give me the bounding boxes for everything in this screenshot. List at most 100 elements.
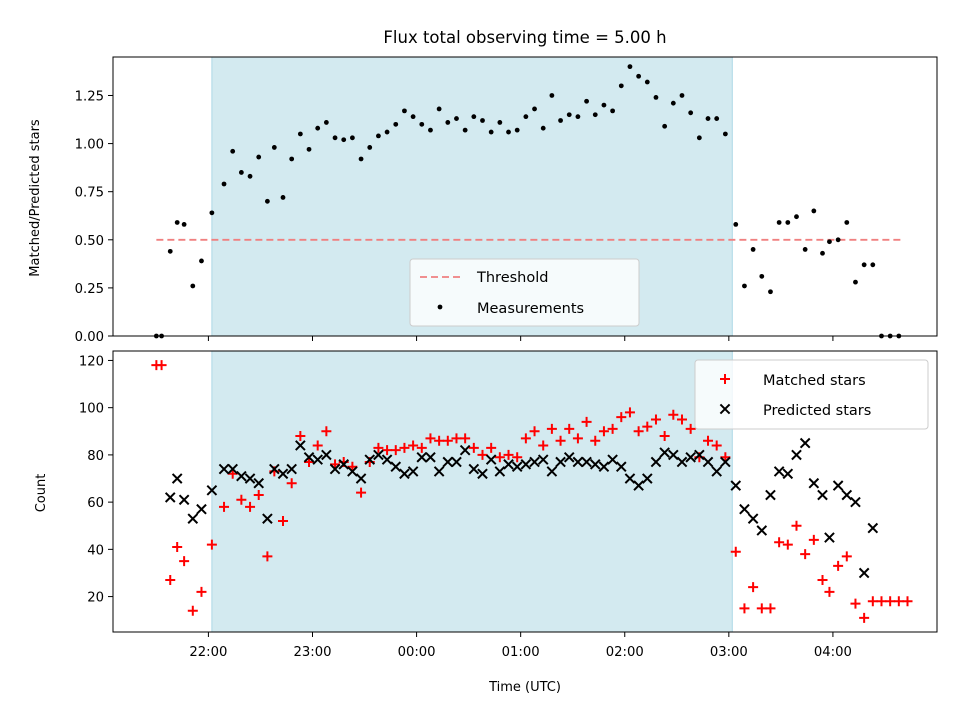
y-tick-label: 80 [87, 449, 104, 464]
measurement-point [696, 135, 702, 141]
measurement-point [759, 273, 765, 279]
predicted-star-point [633, 480, 644, 491]
predicted-star-point [196, 503, 207, 515]
matched-star-point [512, 452, 523, 463]
measurement-point [436, 106, 442, 112]
measurement-point [402, 108, 407, 114]
measurement-point [523, 114, 529, 120]
measurement-point [861, 262, 867, 268]
y-tick-label: 1.25 [75, 89, 104, 104]
predicted-star-point [773, 466, 785, 477]
predicted-star-point [624, 473, 636, 484]
matched-star-point [477, 449, 488, 460]
predicted-star-point [244, 473, 256, 484]
chart-title: Flux total observing time = 5.00 h [383, 28, 666, 47]
measurement-point [722, 131, 728, 137]
predicted-star-point [269, 463, 280, 475]
measurement-point [618, 83, 624, 89]
predicted-star-point [286, 463, 297, 475]
matched-star-point [841, 551, 852, 562]
measurement-point [776, 220, 782, 225]
predicted-star-point [858, 567, 870, 579]
matched-star-point [172, 541, 183, 552]
predicted-star-point [381, 454, 393, 465]
measurement-point [190, 283, 196, 289]
predicted-star-point [303, 451, 315, 463]
matched-star-point [546, 423, 557, 434]
predicted-star-point [503, 459, 514, 470]
predicted-star-point [171, 473, 183, 484]
measurement-point [820, 250, 825, 256]
matched-star-point [295, 431, 306, 442]
matched-star-point [312, 440, 323, 451]
measurement-point [549, 93, 555, 98]
predicted-star-point [782, 468, 794, 480]
measurement-point [376, 133, 381, 139]
predicted-star-point [399, 468, 410, 480]
matched-star-point [756, 603, 767, 614]
predicted-star-point [347, 466, 358, 477]
measurement-point [811, 208, 817, 214]
measurement-point [844, 220, 850, 225]
predicted-star-point [218, 463, 230, 475]
matched-star-point [876, 596, 887, 607]
measurement-point [644, 79, 650, 85]
predicted-star-point [477, 468, 488, 480]
legend-measurement-swatch [437, 304, 443, 310]
predicted-star-point [364, 454, 376, 465]
measurement-point [532, 106, 537, 112]
predicted-star-point [312, 454, 324, 465]
legend-measurement-label: Measurements [477, 301, 584, 317]
x-tick-label: 04:00 [814, 645, 852, 660]
matched-star-point [236, 494, 247, 505]
top-panel: Flux total observing time = 5.00 h Match… [28, 28, 938, 345]
y-tick-label: 60 [87, 496, 104, 511]
measurement-point [627, 64, 633, 70]
x-tick-label: 03:00 [710, 645, 748, 660]
predicted-star-point [416, 451, 428, 463]
matched-star-point [356, 487, 367, 498]
measurement-point [264, 198, 270, 204]
matched-star-point [867, 596, 878, 607]
matched-star-point [520, 433, 531, 444]
measurement-point [199, 258, 204, 264]
series-predicted-stars [164, 437, 879, 579]
x-tick-label: 22:00 [189, 645, 227, 660]
measurement-point [670, 100, 676, 106]
matched-star-point [219, 501, 230, 512]
predicted-star-point [227, 463, 239, 475]
matched-star-point [425, 433, 436, 444]
measurement-point [297, 131, 303, 137]
matched-star-point [642, 421, 653, 432]
predicted-star-point [329, 463, 341, 475]
predicted-star-point [799, 437, 811, 449]
legend-predicted-swatch [719, 403, 731, 415]
measurement-point [653, 95, 659, 100]
measurement-point [514, 127, 520, 133]
predicted-star-point [373, 449, 384, 461]
matched-star-point [824, 586, 835, 597]
y-tick-label: 0.25 [75, 282, 104, 297]
measurement-point [428, 127, 433, 133]
measurement-point [636, 73, 642, 79]
measurement-point [785, 220, 791, 225]
predicted-star-point [164, 492, 176, 503]
measurement-point [802, 247, 808, 252]
matched-star-point [624, 407, 635, 418]
measurement-point [256, 154, 262, 160]
measurement-point [584, 98, 589, 104]
matched-star-point [782, 539, 793, 550]
measurement-point [349, 135, 355, 141]
axes-frame [112, 56, 938, 337]
matched-star-point [382, 445, 393, 456]
matched-star-point [460, 433, 471, 444]
bottom-y-axis-label: Count [34, 474, 49, 513]
bottom-legend: Matched stars Predicted stars [694, 359, 929, 430]
matched-star-point [800, 549, 811, 560]
matched-star-point [850, 598, 861, 609]
measurement-point [742, 283, 747, 289]
measurement-point [827, 239, 832, 245]
matched-star-point [765, 603, 776, 614]
legend-predicted-label: Predicted stars [763, 403, 871, 419]
